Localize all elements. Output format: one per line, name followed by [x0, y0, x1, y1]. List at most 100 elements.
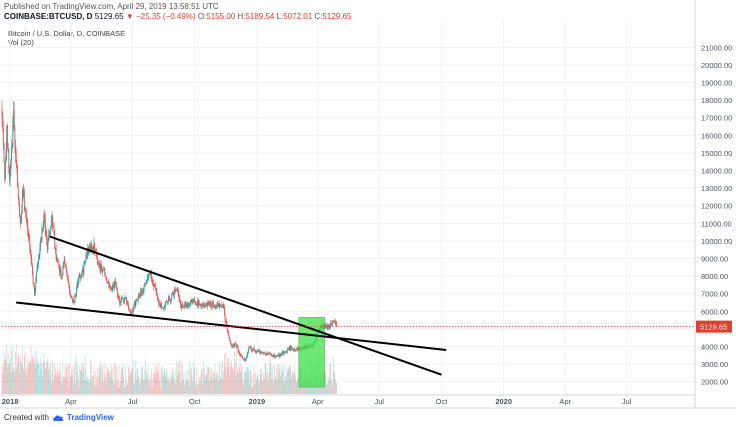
candle-body [245, 358, 247, 361]
candle-body [328, 325, 330, 327]
candle-body [297, 347, 299, 351]
candle-body [278, 354, 280, 357]
volume-bar [57, 375, 59, 394]
candle-body [200, 304, 202, 307]
footer: Created with TradingView [4, 413, 114, 422]
volume-bar [29, 362, 31, 394]
candle-body [335, 323, 337, 325]
candle-body [291, 348, 293, 349]
candle-body [2, 128, 4, 144]
candle-body [212, 302, 214, 305]
volume-bar [113, 385, 114, 394]
candle-body [297, 347, 298, 350]
volume-bar [88, 378, 89, 394]
y-tick-label: 8000.00 [701, 272, 728, 281]
candle-body [225, 320, 227, 322]
candle-body [236, 346, 238, 347]
volume-bar [288, 368, 290, 394]
volume-bar [123, 375, 125, 394]
candle-body [295, 349, 297, 350]
candle-body [167, 301, 169, 303]
candle-body [165, 301, 167, 302]
volume-bar [81, 363, 83, 394]
volume-bar [115, 367, 117, 394]
candle-body [266, 352, 268, 354]
candle-body [129, 310, 131, 312]
candle-body [167, 297, 169, 302]
volume-bar [180, 382, 181, 394]
last-price-tag: 5129.65 [696, 320, 732, 333]
volume-bar [71, 365, 73, 394]
candle-body [64, 260, 66, 267]
volume-bar [225, 352, 227, 394]
volume-bar [236, 349, 237, 394]
volume-bar [247, 365, 249, 394]
volume-bar [283, 379, 285, 394]
volume-bar [43, 353, 45, 394]
volume-bar [217, 375, 219, 394]
volume-bar [144, 370, 146, 394]
volume-bar [32, 358, 34, 394]
candle-body [330, 322, 332, 327]
volume-bar [297, 378, 299, 394]
candle-body [99, 264, 101, 271]
volume-bar [188, 381, 189, 394]
volume-bar [49, 375, 51, 394]
volume-bar [86, 381, 87, 394]
candle-body [257, 351, 259, 352]
volume-bar [115, 363, 116, 394]
volume-bar [176, 360, 177, 394]
volume-bar [277, 363, 279, 394]
volume-bar [119, 387, 120, 394]
volume-bar [188, 362, 190, 394]
volume-bar [261, 380, 263, 394]
candle-body [68, 281, 70, 289]
candle-body [239, 354, 241, 356]
volume-bar [272, 383, 274, 394]
candle-body [92, 249, 94, 251]
volume-bar [64, 366, 66, 394]
candle-body [63, 261, 64, 268]
y-tick-label: 14000.00 [701, 167, 732, 176]
volume-bar [98, 374, 100, 394]
candle-body [290, 347, 292, 349]
volume-bar [155, 363, 157, 394]
candle-body [40, 240, 41, 248]
candle-body [87, 248, 89, 254]
volume-bar [44, 360, 45, 394]
volume-bar [161, 366, 162, 394]
volume-bar [11, 370, 13, 394]
candle-body [67, 279, 69, 282]
volume-bar [187, 369, 189, 394]
candle-body [182, 305, 183, 308]
volume-bar [291, 378, 292, 394]
candle-body [83, 265, 85, 273]
volume-bar [287, 368, 289, 394]
last-price-tag-label: 5129.65 [700, 323, 727, 332]
candle-body [194, 298, 196, 303]
candle-body [25, 211, 27, 219]
volume-bar [200, 374, 202, 394]
volume-bar [12, 346, 14, 394]
candle-body [281, 352, 283, 356]
candle-body [194, 302, 196, 304]
volume-bar [90, 363, 92, 394]
candle-body [178, 290, 179, 297]
volume-bar [268, 372, 270, 394]
volume-bar [271, 379, 273, 394]
volume-bar [117, 379, 119, 394]
volume-bar [263, 377, 265, 394]
candle-body [293, 349, 295, 352]
tradingview-brand[interactable]: TradingView [66, 413, 114, 422]
volume-bar [257, 375, 258, 394]
volume-bar [261, 370, 262, 394]
volume-bar [131, 373, 133, 394]
volume-bar [184, 385, 185, 394]
candle-body [276, 355, 277, 357]
volume-bar [21, 346, 23, 394]
volume-pane [1, 344, 338, 394]
volume-bar [22, 366, 24, 394]
candle-body [125, 297, 127, 304]
candle-body [190, 300, 192, 303]
